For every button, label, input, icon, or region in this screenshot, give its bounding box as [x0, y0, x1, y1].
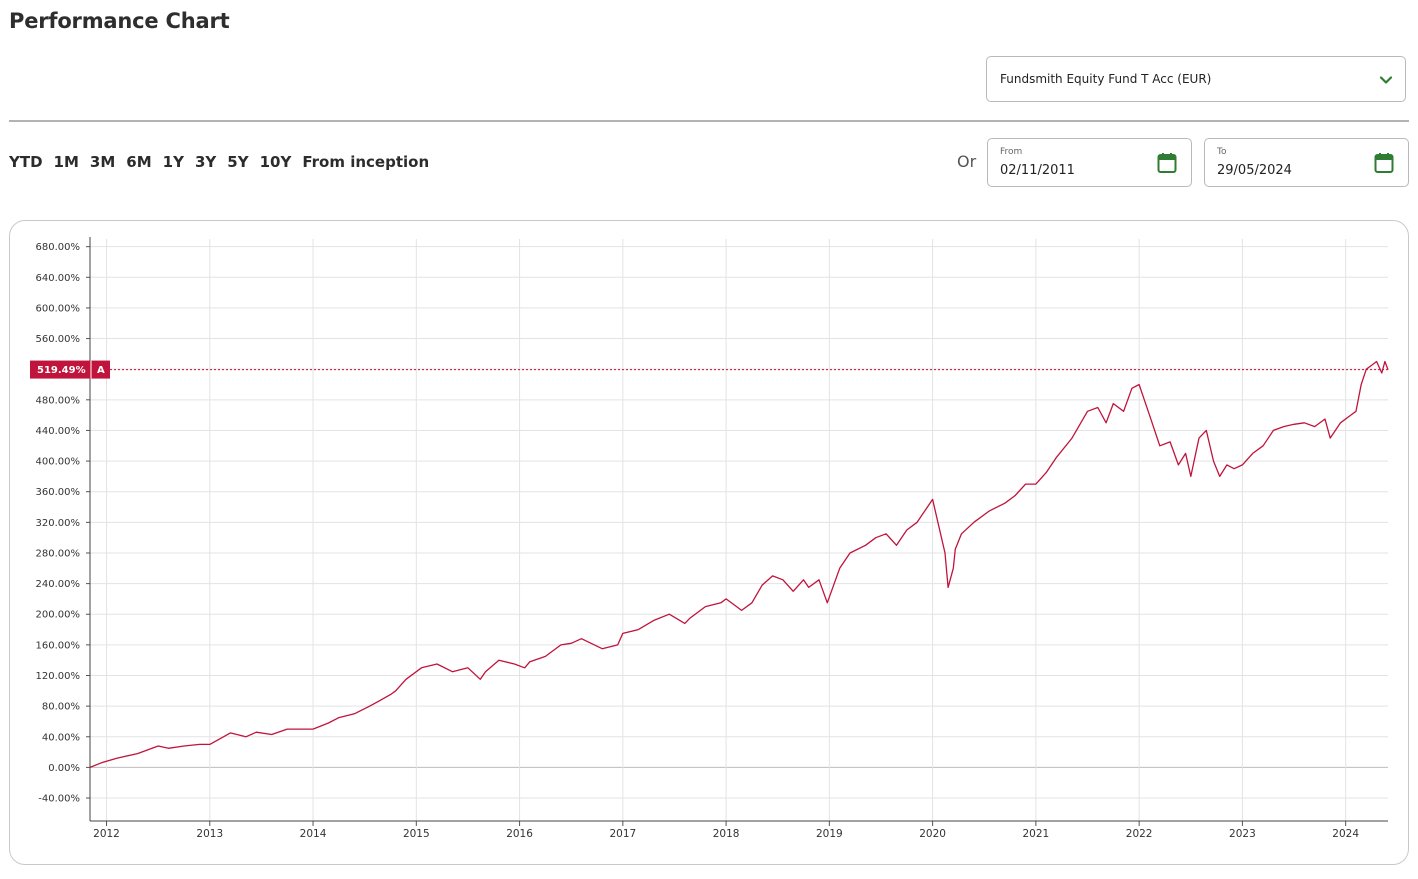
or-label: Or: [957, 152, 977, 171]
x-tick-label: 2012: [93, 828, 120, 840]
y-tick-label: 40.00%: [42, 732, 80, 743]
x-tick-label: 2023: [1229, 828, 1256, 840]
calendar-icon[interactable]: [1374, 152, 1394, 174]
x-tick-label: 2017: [609, 828, 636, 840]
x-tick-label: 2024: [1332, 828, 1359, 840]
from-date-field[interactable]: From 02/11/2011: [987, 138, 1192, 187]
calendar-icon[interactable]: [1157, 152, 1177, 174]
period-3y[interactable]: 3Y: [194, 153, 217, 171]
period-1m[interactable]: 1M: [53, 153, 79, 171]
chevron-down-icon[interactable]: [1379, 73, 1393, 87]
period-1y[interactable]: 1Y: [162, 153, 184, 171]
y-tick-label: 200.00%: [36, 610, 81, 621]
period-3m[interactable]: 3M: [89, 153, 116, 171]
to-date-caption: To: [1217, 147, 1227, 157]
x-tick-label: 2014: [300, 828, 327, 840]
x-tick-label: 2015: [403, 828, 430, 840]
to-date-field[interactable]: To 29/05/2024: [1204, 138, 1409, 187]
fund-select-value: Fundsmith Equity Fund T Acc (EUR): [1000, 72, 1212, 86]
period-10y[interactable]: 10Y: [259, 153, 292, 171]
y-tick-label: 680.00%: [36, 242, 81, 253]
y-tick-label: 320.00%: [36, 518, 81, 529]
y-tick-label: 560.00%: [36, 334, 81, 345]
period-6m[interactable]: 6M: [126, 153, 152, 171]
period-selector: YTD 1M 3M 6M 1Y 3Y 5Y 10Y From inception: [9, 151, 429, 173]
x-tick-label: 2016: [506, 828, 533, 840]
x-tick-label: 2019: [816, 828, 843, 840]
header-divider: [9, 120, 1409, 122]
fund-select-dropdown[interactable]: Fundsmith Equity Fund T Acc (EUR): [986, 56, 1406, 102]
y-tick-label: 360.00%: [36, 487, 81, 498]
x-tick-label: 2013: [196, 828, 223, 840]
current-value-label: 519.49%: [37, 365, 86, 376]
y-tick-label: 640.00%: [36, 273, 81, 284]
y-tick-label: 120.00%: [36, 671, 81, 682]
y-tick-label: 0.00%: [48, 763, 80, 774]
period-5y[interactable]: 5Y: [227, 153, 249, 171]
y-tick-label: 240.00%: [36, 579, 81, 590]
period-from-inception[interactable]: From inception: [302, 153, 430, 171]
y-tick-label: 80.00%: [42, 702, 80, 713]
x-tick-label: 2022: [1126, 828, 1153, 840]
y-tick-label: 480.00%: [36, 395, 81, 406]
from-date-caption: From: [1000, 147, 1023, 157]
to-date-value[interactable]: 29/05/2024: [1217, 163, 1292, 178]
series-tag-label: A: [97, 365, 105, 376]
series-line: [89, 360, 1389, 769]
current-value-badge: [30, 360, 110, 379]
x-tick-label: 2020: [919, 828, 946, 840]
y-tick-label: 600.00%: [36, 303, 81, 314]
period-ytd[interactable]: YTD: [9, 153, 43, 171]
y-tick-label: 440.00%: [36, 426, 81, 437]
y-tick-label: 400.00%: [36, 457, 81, 468]
from-date-value[interactable]: 02/11/2011: [1000, 163, 1075, 178]
y-tick-label: -40.00%: [38, 794, 80, 805]
x-tick-label: 2021: [1023, 828, 1050, 840]
performance-chart[interactable]: 680.00% 640.00% 600.00% 560.00% 480.00% 440.0…: [10, 221, 1410, 866]
page-title: Performance Chart: [9, 9, 230, 33]
y-tick-label: 280.00%: [36, 548, 81, 559]
y-tick-label: 160.00%: [36, 640, 81, 651]
performance-chart-card: 680.00% 640.00% 600.00% 560.00% 480.00% 440.0…: [9, 220, 1409, 865]
x-tick-label: 2018: [713, 828, 740, 840]
